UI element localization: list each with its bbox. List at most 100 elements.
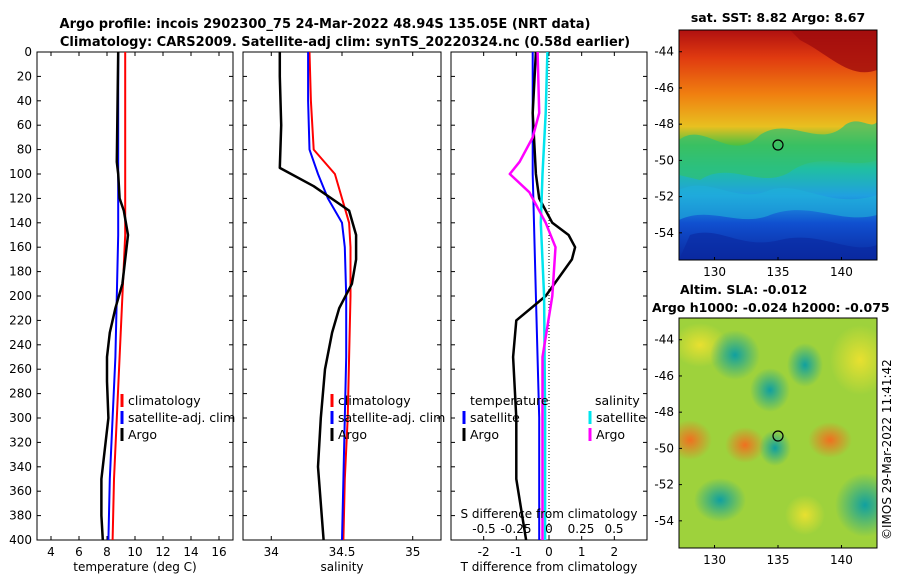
lat-tick-label: -44 [654,333,674,347]
salinity-xlabel: salinity [320,560,363,574]
lat-tick-label: -46 [654,81,674,95]
legend-climatology-label: climatology [128,393,201,408]
y-tick-label: 200 [9,289,32,303]
legend-temp-argo-label: Argo [470,427,499,442]
difference-plot: -2 -1 0 1 2 [451,51,647,559]
x-tick-label: -1 [510,545,522,559]
temperature-xlabel: temperature (deg C) [73,560,196,574]
legend-sal-satellite-label: satellite [596,410,646,425]
x-tick-label: 34.5 [329,545,356,559]
x-tick-label: 6 [75,545,83,559]
lon-tick-label: 140 [830,553,853,567]
y-tick-label: 160 [9,240,32,254]
legend-salinity-header: salinity [595,393,640,408]
lat-tick-label: -52 [654,190,674,204]
y-tick-label: 0 [24,45,32,59]
temperature-axes [36,51,234,541]
series-line-satellite-adj-clim [307,52,348,541]
sla-map-ticks: -44 -46 -48 -50 -52 -54 130 135 140 [654,333,853,567]
y-tick-label: 360 [9,484,32,498]
s-tick-label: 0 [545,522,553,536]
s-tick-label: -0.5 [472,522,495,536]
lat-tick-label: -52 [654,478,674,492]
difference-x2label: S difference from climatology [461,507,638,521]
sst-map-ticks: -44 -46 -48 -50 -52 -54 130 135 140 [654,45,853,279]
y-tick-label: 380 [9,509,32,523]
temperature-legend: climatology satellite-adj. clim Argo [120,393,235,442]
y-tick-label: 120 [9,191,32,205]
sst-map-image [679,30,877,260]
legend-sal-argo-label: Argo [596,427,625,442]
temperature-plot: 0 20 40 60 80 100 120 140 160 180 200 220 240 260 280 3… [9,45,233,559]
x-tick-label: 1 [578,545,586,559]
y-tick-label: 20 [17,69,32,83]
argo-location-marker [772,139,784,151]
s-tick-label: 0.5 [604,522,623,536]
y-tick-label: 180 [9,265,32,279]
lat-tick-label: -44 [654,45,674,59]
x-tick-label: 2 [611,545,619,559]
y-tick-label: 240 [9,338,32,352]
lon-tick-label: 140 [830,265,853,279]
lat-tick-label: -54 [654,226,674,240]
series-line-argo [278,52,358,541]
legend-temp-satellite-label: satellite [470,410,520,425]
x-tick-label: 34 [264,545,279,559]
lon-tick-label: 130 [703,265,726,279]
series-line-argo [100,51,130,541]
series-line-climatology [111,52,127,541]
salinity-axes [242,51,442,541]
x-tick-label: 8 [103,545,111,559]
salinity-plot: 34 34.5 35 [243,51,441,559]
y-tick-label: 60 [17,118,32,132]
series-line-climatology [308,51,352,541]
s-tick-label: 0.25 [568,522,595,536]
sla-map-subtitle: Argo h1000: -0.024 h2000: -0.075 [652,300,890,315]
lat-tick-label: -50 [654,153,674,167]
y-tick-label: 40 [17,94,32,108]
x-tick-label: 12 [155,545,170,559]
x-tick-label: 35 [405,545,420,559]
lon-tick-label: 135 [767,265,790,279]
figure-title-line1: Argo profile: incois 2902300_75 24-Mar-2… [60,17,591,32]
y-tick-label: 80 [17,143,32,157]
s-tick-label: -0.25 [500,522,531,536]
lat-tick-label: -50 [654,441,674,455]
y-tick-label: 260 [9,362,32,376]
x-tick-label: 0 [545,545,553,559]
credit-text: ©IMOS 29-Mar-2022 11:41:42 [880,359,894,540]
y-tick-label: 300 [9,411,32,425]
lat-tick-label: -54 [654,514,674,528]
series-line-temperature-argo [511,51,577,541]
legend-satellite-label: satellite-adj. clim [128,410,235,425]
y-tick-label: 280 [9,387,32,401]
sla-map-image [679,318,877,548]
x-tick-label: 16 [211,545,226,559]
figure-title-line2: Climatology: CARS2009. Satellite-adj cli… [60,35,630,50]
x-tick-label: 14 [183,545,198,559]
legend-argo-label: Argo [128,427,157,442]
x-tick-label: 4 [47,545,55,559]
y-tick-label: 340 [9,460,32,474]
series-line-salinity-argo [508,51,557,540]
y-tick-label: 400 [9,533,32,547]
x-tick-label: -2 [478,545,490,559]
argo-location-marker [772,430,784,442]
difference-xlabel: T difference from climatology [460,560,638,574]
salinity-legend: climatology satellite-adj. clim Argo [330,393,445,442]
lat-tick-label: -46 [654,369,674,383]
y-tick-label: 140 [9,216,32,230]
lat-tick-label: -48 [654,405,674,419]
lat-tick-label: -48 [654,117,674,131]
series-line-salinity-satellite [539,51,549,540]
difference-legend: temperature satellite Argo salinity sate… [462,393,646,442]
legend-argo-label: Argo [338,427,367,442]
x-tick-label: 10 [127,545,142,559]
y-tick-label: 100 [9,167,32,181]
lon-tick-label: 130 [703,553,726,567]
sla-map-title: Altim. SLA: -0.012 [680,282,807,297]
legend-climatology-label: climatology [338,393,411,408]
legend-temperature-header: temperature [470,393,549,408]
y-tick-label: 220 [9,313,32,327]
